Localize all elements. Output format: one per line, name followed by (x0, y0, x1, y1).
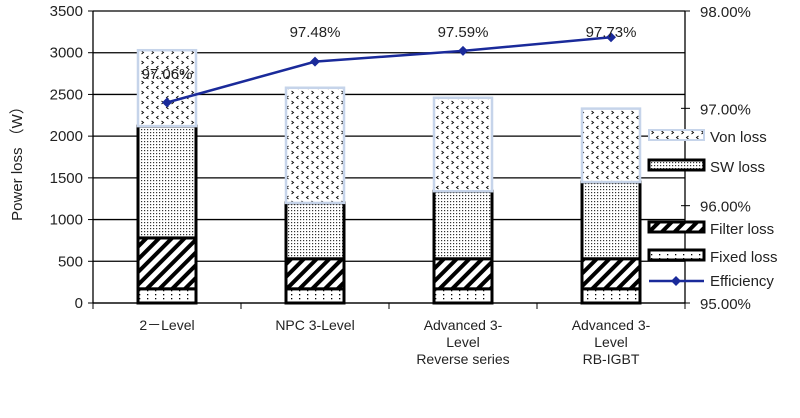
efficiency-data-label: 97.48% (290, 24, 341, 41)
y-tick-label: 2000 (50, 128, 83, 145)
x-tick-label: Reverse series (416, 351, 509, 367)
bar-von-loss (432, 96, 494, 193)
bar-filter-loss (580, 257, 642, 291)
bar-von-loss (580, 107, 642, 184)
x-tick-label: Advanced 3- (424, 317, 503, 333)
legend-label: SW loss (710, 159, 765, 176)
legend-label: Von loss (710, 129, 767, 146)
bar-filter-loss (432, 257, 494, 291)
bar-sw-loss (432, 189, 494, 261)
efficiency-marker (606, 32, 616, 43)
efficiency-line (166, 36, 612, 104)
y-tick-label: 0 (75, 295, 83, 312)
legend-marker (671, 276, 681, 286)
legend-label: Efficiency (710, 273, 774, 290)
legend-label: Filter loss (710, 221, 774, 238)
x-tick-label: Level (446, 334, 479, 350)
y2-tick-label: 97.00% (700, 101, 751, 118)
bar-von-loss (136, 48, 198, 128)
y-tick-label: 3000 (50, 45, 83, 62)
y-axis-label: Power loss （W） (9, 99, 26, 221)
y-tick-label: 1500 (50, 170, 83, 187)
legend-swatch (647, 158, 706, 172)
efficiency-data-label: 97.59% (438, 24, 489, 41)
bar-fixed-loss (284, 287, 346, 305)
efficiency-data-label: 97.73% (586, 24, 637, 41)
bar-filter-loss (136, 236, 198, 291)
efficiency-marker (162, 97, 172, 108)
bar-von-loss (284, 86, 346, 205)
legend-swatch (647, 220, 706, 234)
bar-fixed-loss (136, 287, 198, 305)
x-tick-label: Level (594, 334, 627, 350)
bar-fixed-loss (580, 287, 642, 305)
bar-sw-loss (136, 124, 198, 240)
y-tick-label: 500 (58, 253, 83, 270)
x-tick-label: 2－Level (139, 317, 194, 333)
efficiency-marker (458, 45, 468, 56)
legend-swatch (647, 248, 706, 262)
x-tick-label: Advanced 3- (572, 317, 651, 333)
efficiency-data-label: 97.06% (142, 66, 193, 83)
bar-filter-loss (284, 257, 346, 291)
efficiency-marker (310, 56, 320, 67)
y-tick-label: 3500 (50, 3, 83, 20)
y2-tick-label: 96.00% (700, 199, 751, 216)
x-tick-label: RB-IGBT (583, 351, 640, 367)
y-tick-label: 2500 (50, 86, 83, 103)
bar-fixed-loss (432, 287, 494, 305)
y-tick-label: 1000 (50, 212, 83, 229)
x-tick-label: NPC 3-Level (275, 317, 354, 333)
legend-swatch (648, 129, 705, 141)
y2-tick-label: 95.00% (700, 296, 751, 313)
y2-tick-label: 98.00% (700, 4, 751, 21)
bar-sw-loss (580, 180, 642, 261)
legend-label: Fixed loss (710, 249, 778, 266)
bar-sw-loss (284, 201, 346, 261)
